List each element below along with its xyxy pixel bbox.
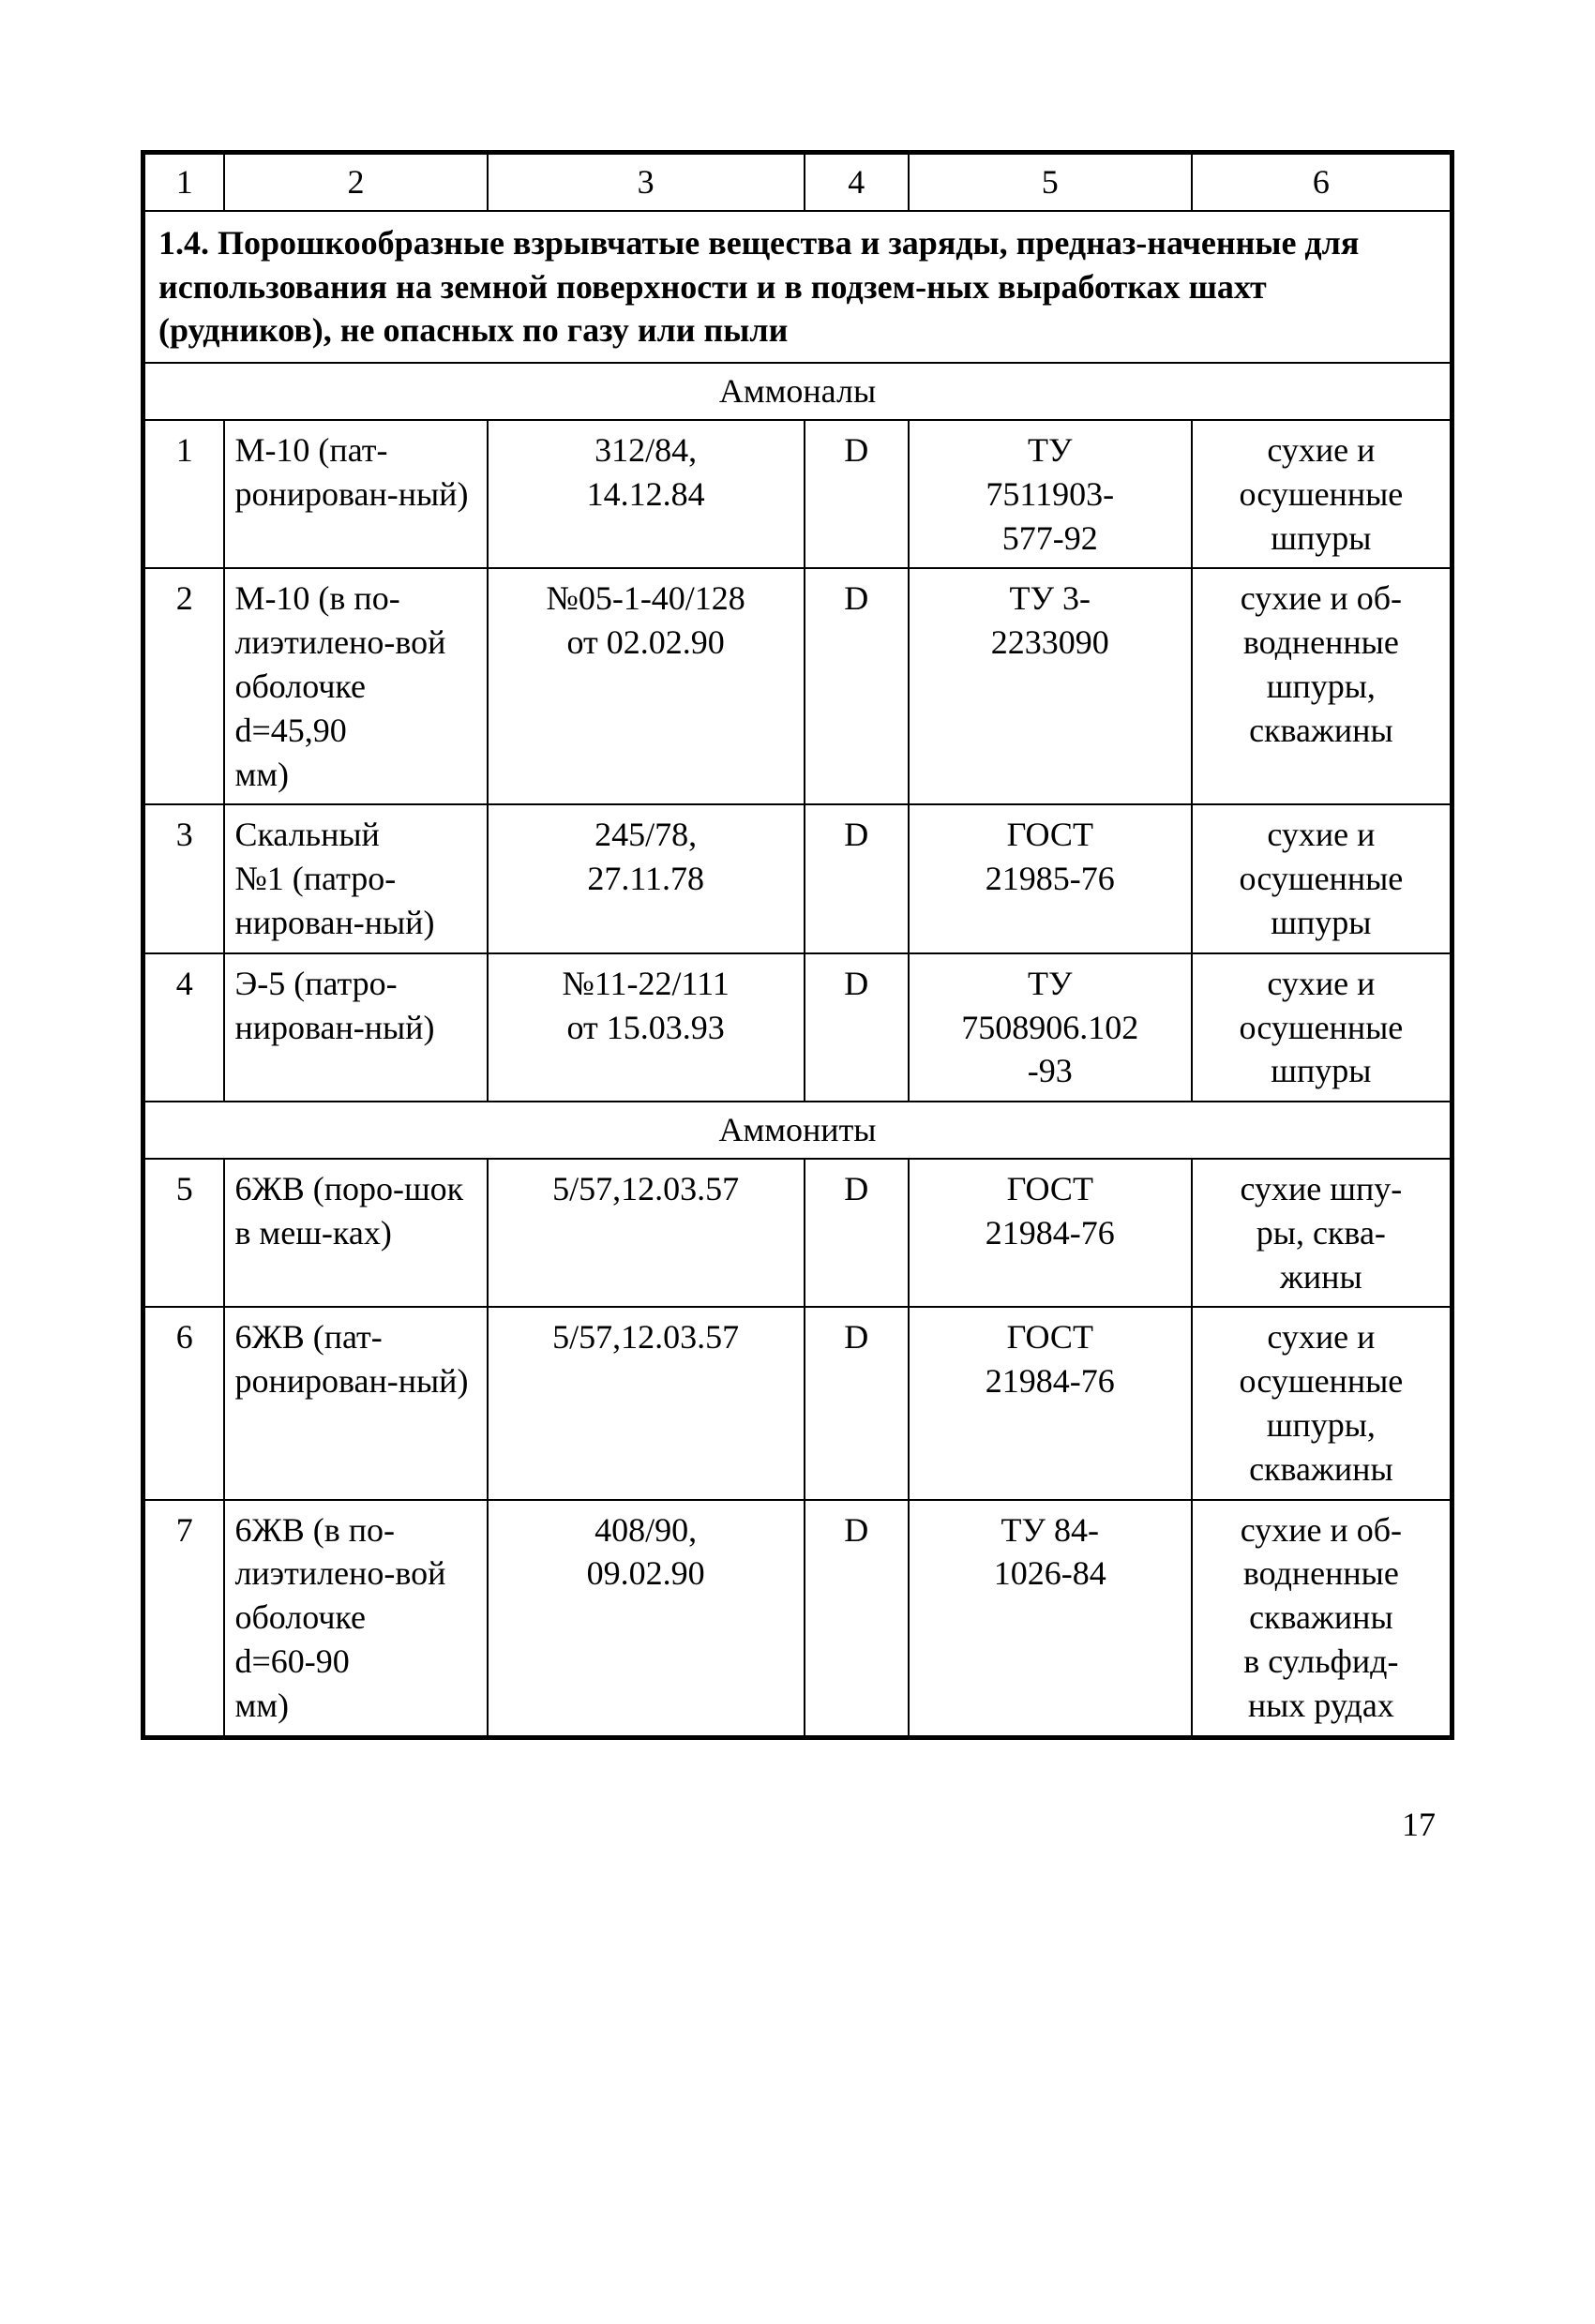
cell-num: 7 — [143, 1500, 225, 1737]
cell-class: D — [805, 804, 909, 952]
cell-num: 1 — [143, 420, 225, 568]
header-col-1: 1 — [143, 153, 225, 211]
cell-num: 2 — [143, 568, 225, 804]
cell-spec: ГОСТ21984-76 — [909, 1307, 1192, 1499]
cell-code: 312/84,14.12.84 — [488, 420, 805, 568]
cell-usage: сухие и об-водненныескважиныв сульфид-ны… — [1192, 1500, 1452, 1737]
cell-spec: ТУ 3-2233090 — [909, 568, 1192, 804]
cell-num: 5 — [143, 1159, 225, 1307]
header-col-6: 6 — [1192, 153, 1452, 211]
data-table: 1 2 3 4 5 6 1.4. Порошкообразные взрывча… — [141, 150, 1454, 1740]
cell-spec: ГОСТ21984-76 — [909, 1159, 1192, 1307]
cell-class: D — [805, 1500, 909, 1737]
cell-name: 6ЖВ (поро-шок в меш-ках) — [224, 1159, 487, 1307]
cell-usage: сухие иосушенныешпуры — [1192, 804, 1452, 952]
cell-usage: сухие иосушенныешпуры,скважины — [1192, 1307, 1452, 1499]
header-col-5: 5 — [909, 153, 1192, 211]
table-row: 4 Э-5 (патро-нирован-ный) №11-22/111от 1… — [143, 953, 1452, 1102]
cell-name: Э-5 (патро-нирован-ный) — [224, 953, 487, 1102]
cell-usage: сухие и об-водненныешпуры,скважины — [1192, 568, 1452, 804]
table-row: 5 6ЖВ (поро-шок в меш-ках) 5/57,12.03.57… — [143, 1159, 1452, 1307]
cell-name: 6ЖВ (пат-ронирован-ный) — [224, 1307, 487, 1499]
cell-name: Скальный№1 (патро-нирован-ный) — [224, 804, 487, 952]
header-col-3: 3 — [488, 153, 805, 211]
cell-num: 6 — [143, 1307, 225, 1499]
table-row: 3 Скальный№1 (патро-нирован-ный) 245/78,… — [143, 804, 1452, 952]
table-row: 6 6ЖВ (пат-ронирован-ный) 5/57,12.03.57 … — [143, 1307, 1452, 1499]
cell-spec: ТУ7508906.102-93 — [909, 953, 1192, 1102]
cell-usage: сухие иосушенныешпуры — [1192, 953, 1452, 1102]
cell-name: М-10 (в по-лиэтилено-войоболочкеd=45,90м… — [224, 568, 487, 804]
subsection2-row: Аммониты — [143, 1102, 1452, 1159]
header-row: 1 2 3 4 5 6 — [143, 153, 1452, 211]
cell-class: D — [805, 568, 909, 804]
page-number: 17 — [1402, 1805, 1436, 1844]
subsection2-cell: Аммониты — [143, 1102, 1452, 1159]
cell-class: D — [805, 953, 909, 1102]
cell-name: М-10 (пат-ронирован-ный) — [224, 420, 487, 568]
section-title-row: 1.4. Порошкообразные взрывчатые вещества… — [143, 211, 1452, 363]
cell-spec: ГОСТ21985-76 — [909, 804, 1192, 952]
table-row: 2 М-10 (в по-лиэтилено-войоболочкеd=45,9… — [143, 568, 1452, 804]
cell-usage: сухие шпу-ры, сква-жины — [1192, 1159, 1452, 1307]
cell-code: 408/90,09.02.90 — [488, 1500, 805, 1737]
cell-code: 5/57,12.03.57 — [488, 1307, 805, 1499]
cell-usage: сухие иосушенныешпуры — [1192, 420, 1452, 568]
subsection1-row: Аммоналы — [143, 363, 1452, 420]
cell-code: №05-1-40/128от 02.02.90 — [488, 568, 805, 804]
cell-class: D — [805, 1159, 909, 1307]
cell-spec: ТУ 84-1026-84 — [909, 1500, 1192, 1737]
cell-code: №11-22/111от 15.03.93 — [488, 953, 805, 1102]
cell-spec: ТУ7511903-577-92 — [909, 420, 1192, 568]
cell-class: D — [805, 1307, 909, 1499]
cell-name: 6ЖВ (в по-лиэтилено-войоболочкеd=60-90мм… — [224, 1500, 487, 1737]
header-col-2: 2 — [224, 153, 487, 211]
cell-class: D — [805, 420, 909, 568]
cell-code: 5/57,12.03.57 — [488, 1159, 805, 1307]
subsection1-cell: Аммоналы — [143, 363, 1452, 420]
page-container: 1 2 3 4 5 6 1.4. Порошкообразные взрывча… — [0, 0, 1595, 1740]
cell-num: 4 — [143, 953, 225, 1102]
section-title-cell: 1.4. Порошкообразные взрывчатые вещества… — [143, 211, 1452, 363]
cell-code: 245/78,27.11.78 — [488, 804, 805, 952]
cell-num: 3 — [143, 804, 225, 952]
header-col-4: 4 — [805, 153, 909, 211]
table-row: 7 6ЖВ (в по-лиэтилено-войоболочкеd=60-90… — [143, 1500, 1452, 1737]
table-row: 1 М-10 (пат-ронирован-ный) 312/84,14.12.… — [143, 420, 1452, 568]
